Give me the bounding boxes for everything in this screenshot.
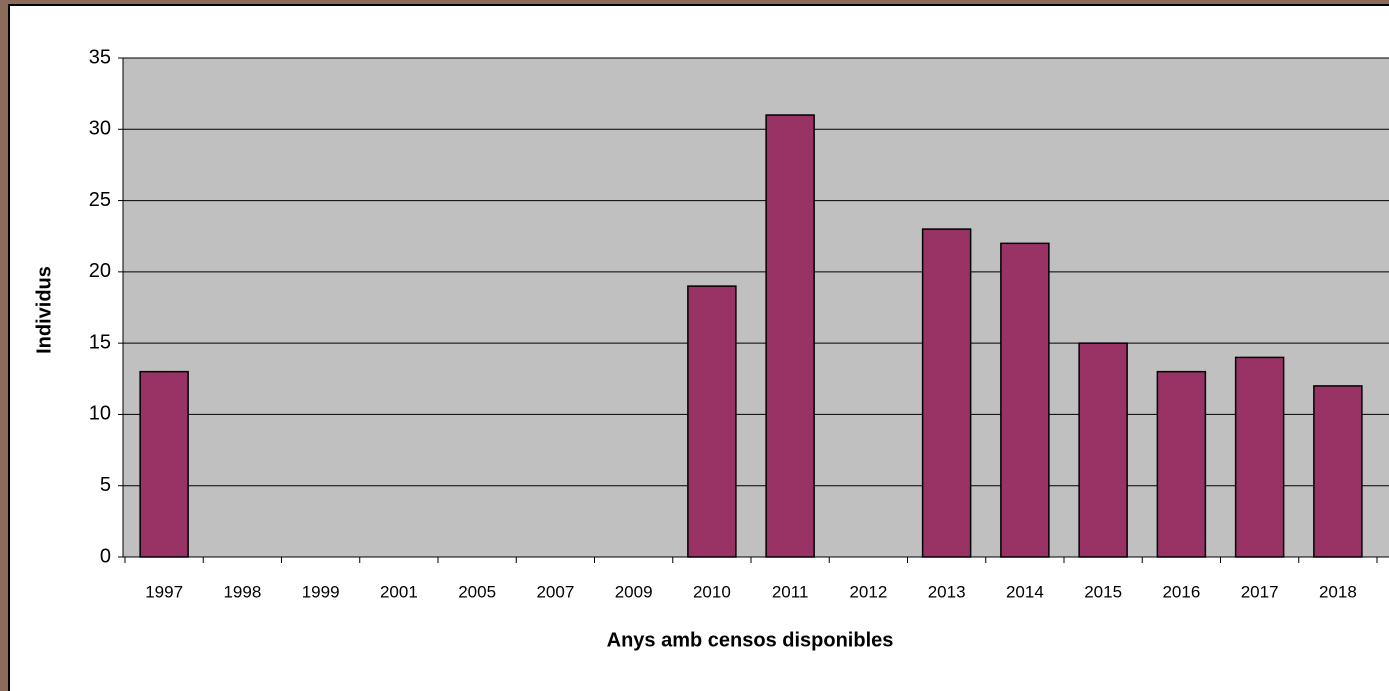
bar xyxy=(1000,242,1050,558)
y-tick-label: 15 xyxy=(89,331,111,353)
x-tick-label: 2011 xyxy=(772,582,809,601)
x-tick-label: 2005 xyxy=(458,582,496,601)
bar xyxy=(765,114,815,558)
y-axis-title: Individus xyxy=(33,266,55,354)
y-tick-label: 5 xyxy=(100,474,111,496)
y-tick-label: 0 xyxy=(100,545,111,567)
bar xyxy=(687,285,737,558)
x-tick-label: 2014 xyxy=(1006,582,1044,601)
x-tick-label: 2010 xyxy=(693,582,731,601)
bar xyxy=(1234,356,1285,558)
x-axis-title: Anys amb censos disponibles xyxy=(607,629,894,651)
x-tick-label: 1999 xyxy=(302,582,340,601)
x-tick-label: 2001 xyxy=(380,582,418,601)
bar xyxy=(1313,385,1363,558)
y-tick-label: 25 xyxy=(89,189,111,211)
x-tick-label: 2017 xyxy=(1241,582,1279,601)
x-tick-label: 2015 xyxy=(1084,582,1122,601)
x-tick-label: 2018 xyxy=(1319,582,1357,601)
x-tick-label: 2009 xyxy=(615,582,653,601)
x-tick-label: 2007 xyxy=(536,582,574,601)
x-tick-label: 1997 xyxy=(145,582,183,601)
bar xyxy=(1078,342,1128,558)
y-tick-label: 30 xyxy=(89,118,111,140)
y-tick-label: 35 xyxy=(89,46,111,68)
bar xyxy=(139,370,189,558)
x-tick-label: 2013 xyxy=(928,582,966,601)
x-tick-label: 2012 xyxy=(849,582,887,601)
y-tick-label: 20 xyxy=(89,260,111,282)
bar xyxy=(1156,370,1207,558)
y-tick-label: 10 xyxy=(89,403,111,425)
bar xyxy=(921,228,972,558)
x-tick-label: 1998 xyxy=(223,582,261,601)
x-tick-label: 2016 xyxy=(1162,582,1200,601)
